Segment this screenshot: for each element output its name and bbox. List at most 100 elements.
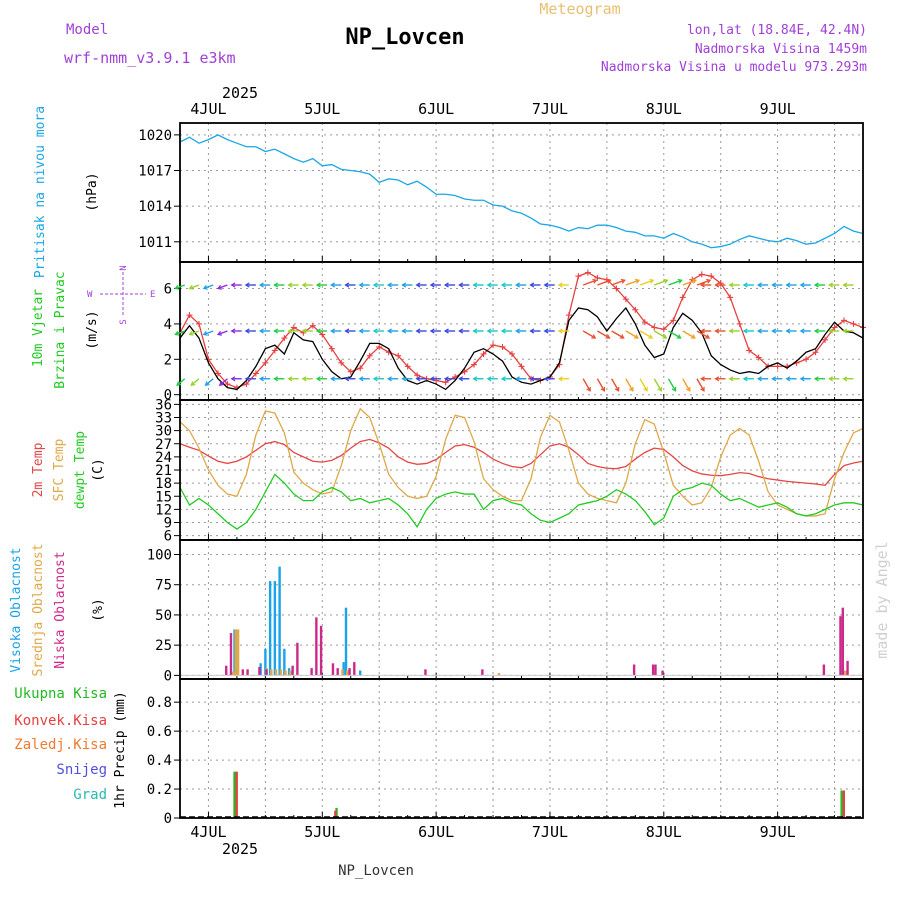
wind-speed-marker xyxy=(509,351,516,357)
wind-arrow-head xyxy=(174,284,180,290)
bar-niska-oblacnost xyxy=(331,663,335,676)
wind-arrow xyxy=(189,284,200,290)
wind-arrow-head xyxy=(287,328,293,334)
wind-arrow-head xyxy=(677,278,683,284)
wind-speed-marker xyxy=(243,381,250,388)
wind-speed-marker xyxy=(366,352,373,359)
wind-arrow-head xyxy=(458,376,464,382)
wind-arrow xyxy=(596,378,605,392)
panel-4: 0 0.2 0.4 0.6 0.8 xyxy=(147,678,864,827)
wind-speed-marker xyxy=(632,306,639,313)
wind-speed-marker xyxy=(281,335,288,342)
bar-srednja-oblacnost xyxy=(232,671,235,676)
bar-niska-oblacnost xyxy=(632,664,636,676)
wind-speed-marker xyxy=(736,320,743,327)
bar-srednja-oblacnost xyxy=(341,669,344,676)
wind-speed-marker xyxy=(290,324,297,331)
wind-speed-marker xyxy=(518,363,525,370)
wind-arrow-head xyxy=(700,328,705,334)
y-tick-label: 24 xyxy=(155,450,172,466)
wind-arrow-head xyxy=(315,376,321,382)
pressure-title: Pritisak na nivou mora xyxy=(33,106,48,278)
wind-arrow-head xyxy=(216,330,223,336)
wind-arrow-head xyxy=(372,376,378,382)
panel-frame xyxy=(179,539,864,680)
wind-arrow-head xyxy=(634,278,641,284)
wind-speed-marker xyxy=(480,351,487,357)
wind-speed-marker xyxy=(708,273,715,280)
y-tick-label: 33 xyxy=(155,411,172,427)
bar-niska-oblacnost xyxy=(336,668,339,676)
wind-arrow-head xyxy=(301,282,307,288)
wind-arrow-head xyxy=(756,328,762,334)
bar-niska-oblacnost xyxy=(315,617,318,676)
temp-unit: (C) xyxy=(91,458,106,481)
watermark: made by Angel xyxy=(873,541,891,658)
wind-speed-marker xyxy=(641,319,648,326)
wind-speed-marker xyxy=(679,294,686,301)
wind-arrow-head xyxy=(315,282,321,288)
wind-speed-marker xyxy=(803,356,810,363)
y-tick-label: 4 xyxy=(164,317,172,333)
wind-arrow-head xyxy=(500,328,506,334)
wind-speed-marker xyxy=(613,285,620,292)
wind-arrow-head xyxy=(273,376,279,382)
wind-arrow-head xyxy=(529,282,535,288)
top-day-label: 8JUL xyxy=(646,100,682,118)
wind-arrow-head xyxy=(443,282,449,288)
wind-arrow-head xyxy=(387,376,392,382)
wind-speed-marker xyxy=(490,342,497,349)
wind-arrow-head xyxy=(344,376,350,382)
wind-arrow-head xyxy=(204,381,210,386)
wind-arrow-head xyxy=(188,330,194,336)
wind-direction-arrows xyxy=(174,278,854,392)
compass-e: E xyxy=(150,290,155,300)
wind-arrow xyxy=(667,378,677,392)
lonlat-text: lon,lat (18.84E, 42.4N) xyxy=(687,23,867,38)
wind-arrow-head xyxy=(515,376,520,382)
footer-station: NP_Lovcen xyxy=(338,863,414,879)
bar-ukupna-kisa xyxy=(840,790,843,818)
wind-arrow-head xyxy=(629,386,634,392)
wind-speed-marker xyxy=(224,381,231,388)
y-tick-label: 2 xyxy=(164,352,172,368)
bottom-day-labels: 4JUL 5JUL 6JUL 7JUL 8JUL 9JUL xyxy=(190,823,795,841)
wind-arrow-head xyxy=(174,330,180,336)
bar-niska-oblacnost xyxy=(841,607,845,676)
wind-arrow xyxy=(582,279,597,286)
wind-arrow xyxy=(611,330,625,339)
wind-arrow xyxy=(175,284,185,290)
series-sfc-temp xyxy=(179,407,864,517)
cloud-title-2: Srednja Oblacnost xyxy=(31,543,46,676)
precip-unit: 1hr Precip (mm) xyxy=(113,691,128,808)
y-tick-label: 0 xyxy=(164,668,172,684)
bar-srednja-oblacnost xyxy=(497,672,501,676)
bar-niska-oblacnost xyxy=(319,625,323,676)
y-tick-label: 1017 xyxy=(138,164,172,180)
wind-arrow-head xyxy=(415,376,421,382)
wind-speed-marker xyxy=(670,317,677,324)
wind-arrow-head xyxy=(486,282,492,288)
wind-arrow-head xyxy=(287,282,293,288)
wind-arrow-head xyxy=(728,282,734,288)
wind-arrow xyxy=(639,330,653,339)
wind-arrow-head xyxy=(244,376,250,382)
wind-arrow-head xyxy=(756,282,762,288)
wind-arrow xyxy=(175,330,185,336)
bar-niska-oblacnost xyxy=(481,669,484,676)
y-tick-label: 1014 xyxy=(138,199,172,215)
wind-arrow-head xyxy=(472,328,478,334)
bar-srednja-oblacnost xyxy=(346,670,349,676)
wind-arrow-head xyxy=(330,282,336,288)
wind-speed-marker xyxy=(252,370,259,377)
wind-arrow-head xyxy=(415,328,421,334)
wind-arrow xyxy=(639,378,648,392)
wind-arrow-head xyxy=(358,282,364,288)
cloud-title-3: Niska Oblacnost xyxy=(53,551,68,668)
wind-arrow-head xyxy=(472,282,478,288)
top-day-label: 5JUL xyxy=(304,100,340,118)
wind-arrow-head xyxy=(273,282,279,288)
wind-arrow-head xyxy=(756,376,762,382)
